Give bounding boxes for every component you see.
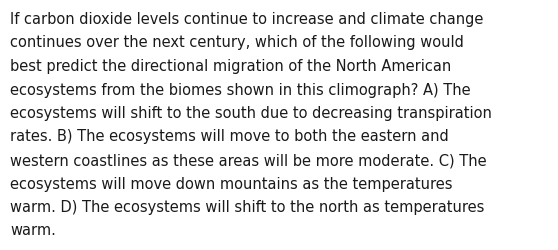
Text: ecosystems will shift to the south due to decreasing transpiration: ecosystems will shift to the south due t…: [10, 106, 492, 120]
Text: warm.: warm.: [10, 222, 56, 238]
Text: western coastlines as these areas will be more moderate. C) The: western coastlines as these areas will b…: [10, 152, 487, 167]
Text: best predict the directional migration of the North American: best predict the directional migration o…: [10, 59, 451, 74]
Text: continues over the next century, which of the following would: continues over the next century, which o…: [10, 35, 464, 50]
Text: ecosystems from the biomes shown in this climograph? A) The: ecosystems from the biomes shown in this…: [10, 82, 470, 97]
Text: If carbon dioxide levels continue to increase and climate change: If carbon dioxide levels continue to inc…: [10, 12, 483, 27]
Text: rates. B) The ecosystems will move to both the eastern and: rates. B) The ecosystems will move to bo…: [10, 129, 449, 144]
Text: ecosystems will move down mountains as the temperatures: ecosystems will move down mountains as t…: [10, 176, 453, 191]
Text: warm. D) The ecosystems will shift to the north as temperatures: warm. D) The ecosystems will shift to th…: [10, 199, 484, 214]
